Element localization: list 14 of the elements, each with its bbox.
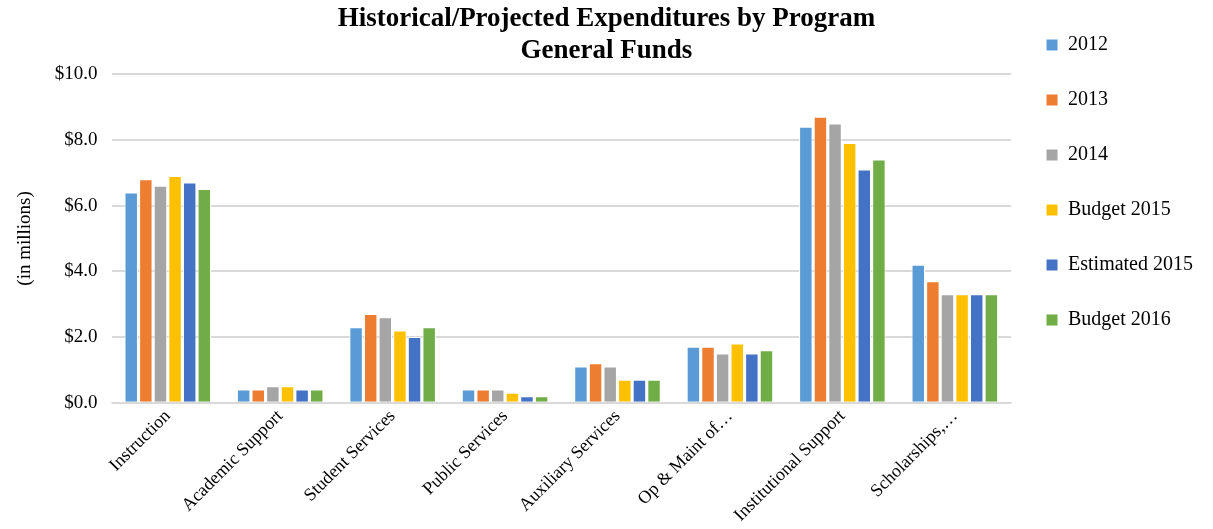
legend-label: Budget 2016 (1068, 307, 1171, 331)
y-axis-title: (in millions) (13, 191, 36, 286)
legend-label: Budget 2015 (1068, 197, 1171, 221)
legend-label: 2014 (1068, 142, 1109, 165)
y-tick-label: $0.0 (64, 390, 98, 412)
y-tick-label: $8.0 (64, 127, 98, 149)
legend-label: Estimated 2015 (1068, 252, 1193, 275)
y-tick-label: $10.0 (54, 62, 98, 84)
y-tick-label: $6.0 (64, 193, 98, 215)
legend-label: 2013 (1068, 87, 1109, 110)
legend-label: 2012 (1068, 32, 1109, 55)
y-tick-label: $2.0 (64, 324, 98, 346)
y-tick-label: $4.0 (64, 259, 98, 281)
chart-title: Historical/Projected Expenditures by Program General Funds (337, 2, 876, 64)
